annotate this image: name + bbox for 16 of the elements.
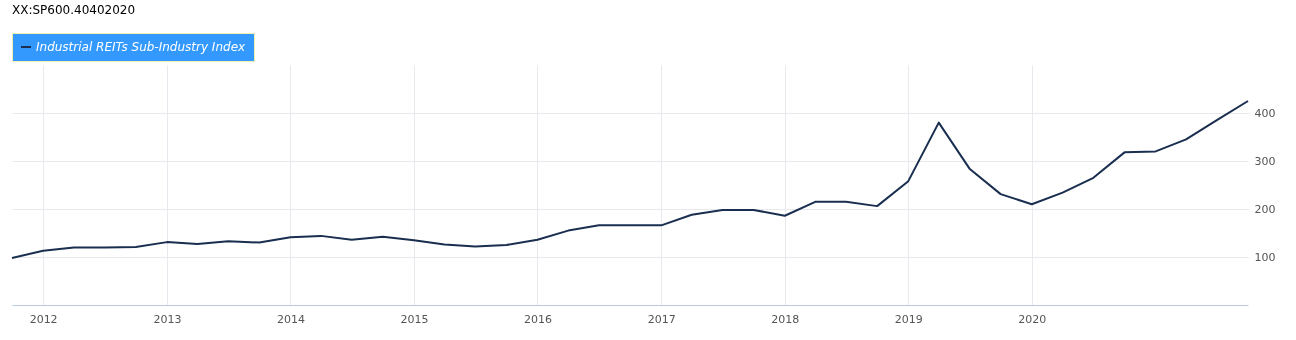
line-series [11, 100, 1249, 259]
legend-label: Industrial REITs Sub-Industry Index [36, 40, 247, 54]
x-tick-label: 2020 [1018, 312, 1047, 326]
x-tick-label: 2012 [29, 312, 58, 326]
x-tick-label: 2015 [400, 312, 429, 326]
x-tick-label: 2017 [647, 312, 676, 326]
y-tick-label: 200 [1254, 202, 1276, 216]
x-tick-label: 2016 [523, 312, 552, 326]
x-tick-label: 2013 [153, 312, 182, 326]
y-tick-label: 300 [1254, 154, 1276, 168]
y-tick-label: 100 [1254, 250, 1276, 264]
x-tick-label: 2019 [894, 312, 923, 326]
x-tick-label: 2018 [771, 312, 800, 326]
chart-title: XX:SP600.40402020 [12, 2, 136, 17]
y-tick-label: 400 [1254, 106, 1276, 120]
x-tick-label: 2014 [276, 312, 305, 326]
